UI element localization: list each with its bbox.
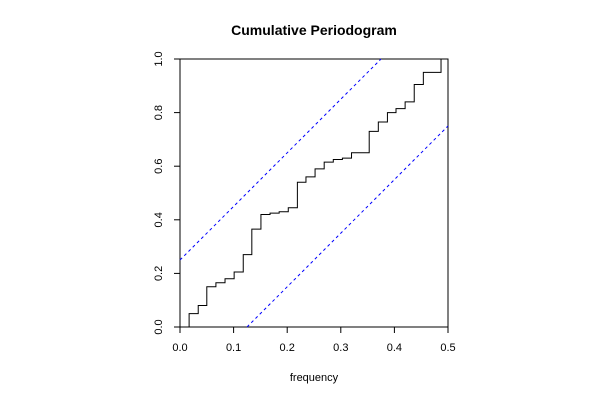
y-axis: 0.0 0.2 0.4 0.6 0.8 1.0	[153, 51, 180, 335]
x-tick-label: 0.1	[226, 342, 241, 354]
y-tick-label: 1.0	[153, 51, 165, 66]
y-tick-label: 0.4	[153, 212, 165, 227]
x-tick-label: 0.4	[387, 342, 402, 354]
x-tick-label: 0.5	[440, 342, 455, 354]
cumulative-periodogram-step-line	[180, 58, 448, 328]
upper-confidence-band-line	[179, 58, 382, 261]
y-tick-label: 0.8	[153, 105, 165, 120]
x-axis: 0.0 0.1 0.2 0.3 0.4 0.5	[172, 327, 456, 354]
plot-frame	[179, 58, 449, 328]
y-tick-label: 0.0	[153, 319, 165, 334]
x-tick-label: 0.0	[172, 342, 187, 354]
x-axis-label: frequency	[290, 372, 339, 384]
x-tick-label: 0.2	[280, 342, 295, 354]
chart-title: Cumulative Periodogram	[231, 22, 397, 38]
series-layer	[179, 58, 449, 328]
x-tick-label: 0.3	[333, 342, 348, 354]
lower-confidence-band-line	[246, 125, 449, 328]
y-tick-label: 0.6	[153, 159, 165, 174]
y-tick-label: 0.2	[153, 266, 165, 281]
